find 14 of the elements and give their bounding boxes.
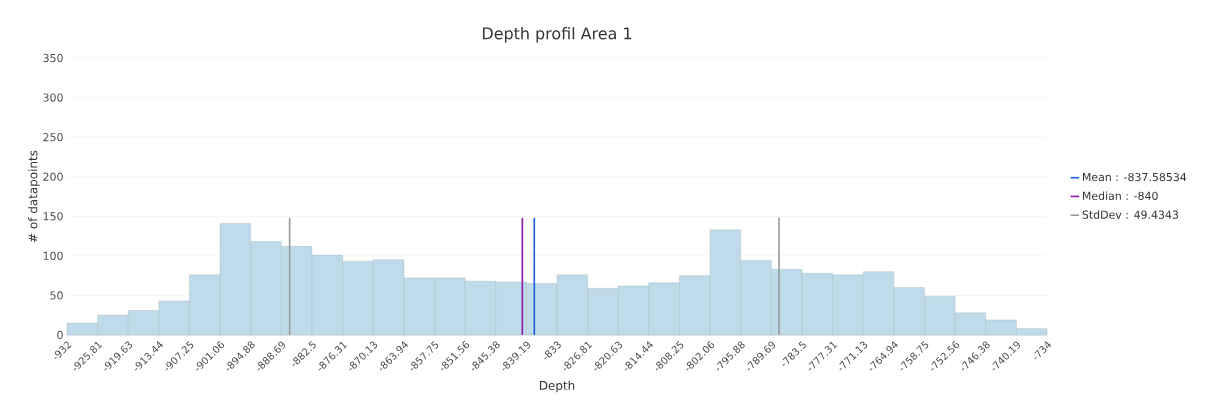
y-tick-label: 0 — [57, 330, 63, 340]
legend-label: Median : -840 — [1082, 191, 1158, 200]
chart-title: Depth profil Area 1 — [483, 27, 632, 43]
y-tick-label: 250 — [43, 133, 63, 142]
y-tick-label: 200 — [43, 172, 63, 181]
legend-label: Mean : -837.58534 — [1082, 172, 1187, 182]
y-tick-label: 350 — [43, 53, 63, 63]
y-tick-label: 150 — [43, 212, 63, 221]
y-axis-title: # of datapoints — [28, 150, 40, 242]
y-tick-label: 100 — [43, 251, 63, 260]
y-tick-label: 300 — [43, 93, 63, 102]
x-axis-title: Depth — [539, 380, 575, 393]
text: StdDev : 49.4343 — [1082, 210, 1179, 219]
y-tick-label: 50 — [50, 291, 63, 300]
